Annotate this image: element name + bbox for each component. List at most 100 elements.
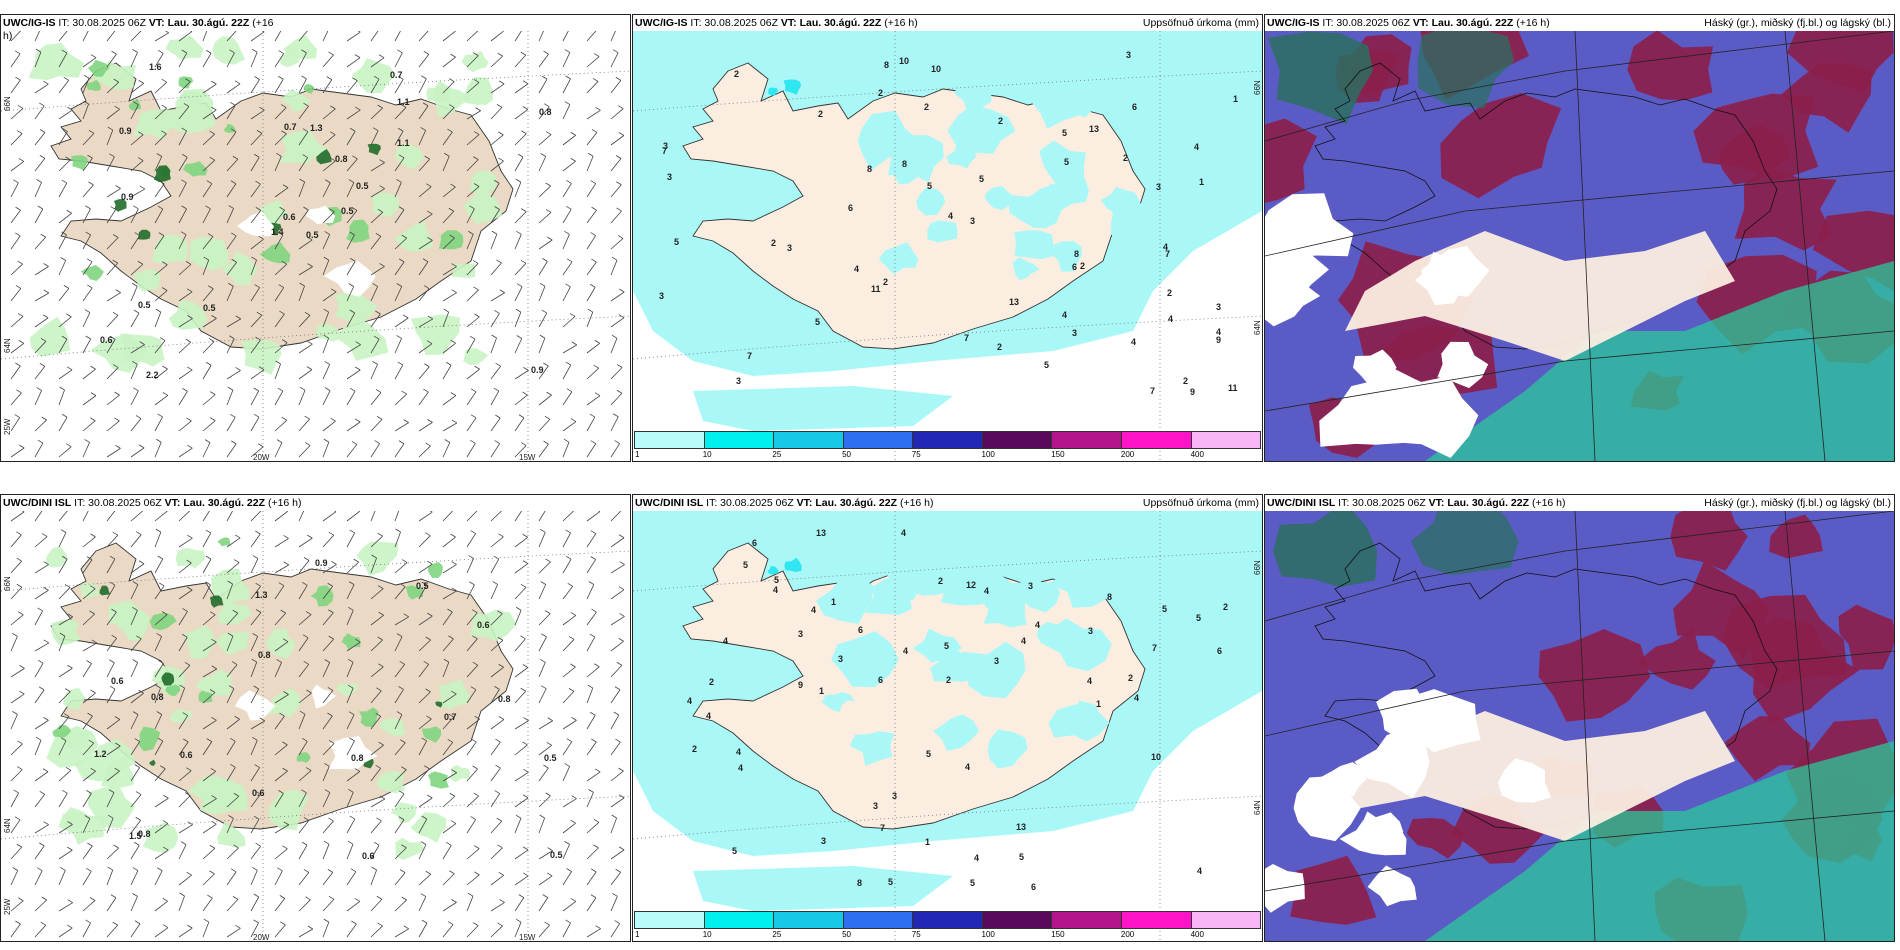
value-label: 0.6 (283, 212, 296, 222)
model-name: UWC/DINI ISL (1267, 497, 1336, 509)
panel-title: UWC/DINI ISL IT: 30.08.2025 06Z VT: Lau.… (1267, 497, 1566, 510)
value-label: 11 (871, 284, 881, 294)
init-time: IT: 30.08.2025 06Z (1335, 497, 1429, 509)
value-label: 0.6 (180, 750, 193, 760)
value-label: 4 (1087, 676, 1093, 686)
init-time: IT: 30.08.2025 06Z (687, 17, 781, 29)
value-label: 1 (925, 837, 931, 847)
colorbar-swatch (704, 912, 775, 928)
map-panel-2: UWC/IG-IS IT: 30.08.2025 06Z VT: Lau. 30… (632, 14, 1263, 462)
value-label: 5 (888, 877, 894, 887)
map-panel-4: UWC/DINI ISL IT: 30.08.2025 06Z VT: Lau.… (0, 494, 631, 942)
value-label: 2.2 (146, 370, 159, 380)
value-label: 6 (1132, 102, 1138, 112)
value-label: 13 (1089, 124, 1100, 134)
value-label: 4 (854, 264, 860, 274)
value-label: 3 (892, 791, 898, 801)
value-label: 6 (858, 625, 864, 635)
lon-label-25w: 25W (3, 898, 12, 915)
lead-time: (+16 h) (881, 17, 918, 29)
value-label: 3 (663, 141, 669, 151)
value-label: 2 (818, 109, 824, 119)
value-label: 4 (1197, 866, 1203, 876)
value-label: 2 (771, 238, 777, 248)
panel-title: UWC/DINI ISL IT: 30.08.2025 06Z VT: Lau.… (3, 497, 302, 510)
colorbar-tick: 10 (702, 450, 712, 459)
precip-map (633, 31, 1262, 461)
colorbar-swatch (913, 912, 983, 928)
model-name: UWC/IG-IS (1267, 17, 1320, 29)
colorbar-swatch (843, 432, 914, 448)
value-label: 5 (743, 560, 749, 570)
colorbar-swatch (1191, 432, 1261, 448)
init-time: IT: 30.08.2025 06Z (1319, 17, 1413, 29)
value-label: 0.5 (356, 181, 369, 191)
value-label: 0.5 (544, 753, 557, 763)
value-label: 2 (938, 576, 944, 586)
value-label: 2 (1123, 153, 1129, 163)
value-label: 4 (974, 853, 980, 863)
value-label: 4 (1021, 636, 1027, 646)
cloud-map (1265, 511, 1894, 941)
value-label: 8 (902, 159, 908, 169)
colorbar-swatch (982, 912, 1053, 928)
value-label: 5 (979, 174, 985, 184)
colorbar-tick: 400 (1190, 450, 1204, 459)
value-label: 2 (1128, 673, 1134, 683)
value-label: 1.1 (397, 97, 410, 107)
panel-variable: Háský (gr.), miðský (fj.bl.) og lágský (… (1704, 17, 1891, 29)
value-label: 7 (1165, 249, 1171, 259)
value-label: 5 (1044, 360, 1050, 370)
value-label: 4 (903, 646, 909, 656)
value-label: 0.8 (151, 692, 164, 702)
value-label: 3 (838, 654, 844, 664)
value-label: 4 (1134, 693, 1140, 703)
value-label: 0.5 (416, 581, 429, 591)
value-label: 2 (997, 342, 1003, 352)
colorbar-tick: 200 (1120, 930, 1135, 939)
value-label: 4 (1216, 327, 1222, 337)
colorbar (634, 431, 1261, 449)
value-label: 6 (848, 203, 854, 213)
value-label: 9 (798, 680, 804, 690)
lead-time: (+16 (249, 17, 274, 29)
value-label: 4 (1163, 242, 1169, 252)
map-panel-1: UWC/IG-IS IT: 30.08.2025 06Z VT: Lau. 30… (0, 14, 631, 462)
value-label: 0.9 (315, 558, 328, 568)
value-label: 3 (821, 836, 827, 846)
value-label: 4 (738, 763, 744, 773)
colorbar-swatch (1121, 432, 1192, 448)
colorbar-tick: 50 (842, 930, 851, 939)
colorbar-tick: 25 (772, 450, 782, 459)
colorbar-tick: 100 (981, 450, 995, 459)
colorbar-tick: 50 (842, 450, 851, 459)
value-label: 7 (964, 333, 970, 343)
value-label: 6 (1217, 646, 1223, 656)
value-label: 5 (1019, 852, 1025, 862)
value-label: 0.7 (390, 70, 403, 80)
lat-label-64n: 64N (3, 338, 12, 353)
value-label: 2 (1167, 288, 1173, 298)
init-time: IT: 30.08.2025 06Z (55, 17, 149, 29)
cloud-map (1265, 31, 1894, 461)
value-label: 3 (667, 172, 673, 182)
value-label: 0.8 (351, 753, 364, 763)
value-label: 5 (927, 181, 933, 191)
lat-label-64n: 64N (1253, 320, 1262, 335)
value-label: 0.5 (341, 206, 354, 216)
value-label: 4 (811, 605, 817, 615)
value-label: 6 (1072, 262, 1078, 272)
value-label: 3 (994, 656, 1000, 666)
map-panel-3: UWC/IG-IS IT: 30.08.2025 06Z VT: Lau. 30… (1264, 14, 1895, 462)
value-label: 0.5 (306, 230, 319, 240)
value-label: 3 (787, 243, 793, 253)
colorbar-tick: 75 (911, 450, 921, 459)
lon-label-20w: 20W (253, 933, 270, 942)
value-label: 0.8 (539, 107, 552, 117)
model-name: UWC/DINI ISL (3, 497, 72, 509)
value-label: 1 (1233, 94, 1239, 104)
lon-label-15w: 15W (519, 933, 536, 942)
colorbar-swatch (1052, 912, 1122, 928)
value-label: 2 (998, 116, 1004, 126)
value-label: 1.2 (94, 749, 107, 759)
